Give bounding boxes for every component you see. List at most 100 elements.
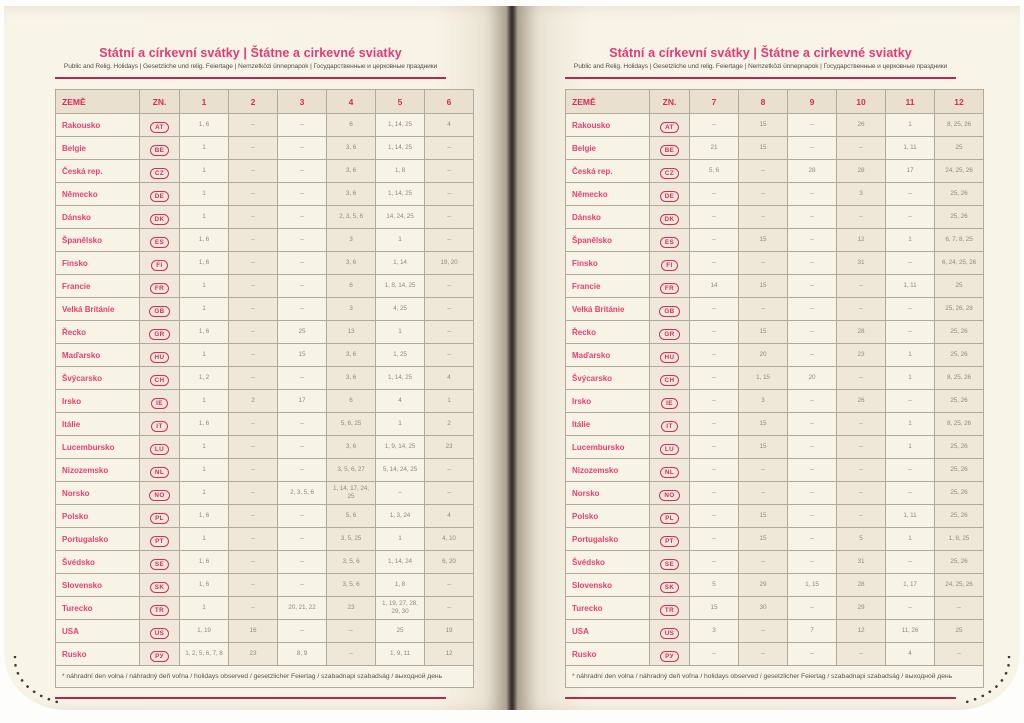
table-row: Polsko PL 1, 6– –5, 6 1, 3, 24 4: [55, 504, 474, 528]
table-row: Švédsko SE 1, 6– –3, 5, 6 1, 14, 24 6, 20: [55, 550, 474, 574]
holiday-days-cell: –: [689, 504, 739, 528]
country-code-cell: РУ: [649, 642, 690, 666]
country-code-badge: TR: [149, 605, 170, 616]
holiday-days-cell: 3: [689, 619, 739, 643]
holiday-days-cell: 1: [179, 435, 229, 459]
holiday-days-cell: 1, 15: [738, 366, 788, 390]
country-name: Švýcarsko: [565, 366, 650, 390]
page-subtitle: Public and Relig. Holidays | Gesetzliche…: [63, 63, 438, 70]
table-row: Irsko IE 1 2 17 6 4 1: [55, 389, 474, 413]
holiday-days-cell: 3, 6: [326, 182, 376, 206]
holiday-days-cell: 1, 14, 25: [375, 136, 425, 160]
holiday-days-cell: 1, 11: [885, 274, 935, 298]
holiday-days-cell: –: [689, 182, 739, 206]
table-row: Turecko TR 15 30–29– –: [565, 596, 984, 620]
country-name: Rusko: [565, 642, 650, 666]
holiday-days-cell: –: [787, 458, 837, 482]
holiday-days-cell: 8, 25, 26: [934, 113, 984, 137]
holiday-days-cell: 8, 25, 26: [934, 366, 984, 390]
holiday-days-cell: 6: [326, 389, 376, 413]
country-code-badge: DE: [659, 191, 680, 202]
country-name: Portugalsko: [55, 527, 140, 551]
table-row: Španělsko ES 1, 6– –3 1–: [55, 228, 474, 252]
holiday-days-cell: –: [836, 297, 886, 321]
holiday-days-cell: 25, 26: [934, 458, 984, 482]
holiday-days-cell: 1, 19, 27, 28, 29, 30: [375, 596, 425, 620]
holiday-days-cell: –: [228, 159, 278, 183]
country-code-badge: ES: [659, 237, 680, 248]
holiday-days-cell: 1: [375, 412, 425, 436]
country-code-badge: FR: [149, 283, 170, 294]
country-code-badge: PL: [150, 513, 169, 524]
holiday-days-cell: 15: [738, 136, 788, 160]
holiday-days-cell: 28: [836, 320, 886, 344]
holiday-days-cell: –: [277, 619, 327, 643]
holiday-days-cell: 1, 14: [375, 251, 425, 275]
country-name: Švédsko: [565, 550, 650, 574]
table-row: Nizozemsko NL 1– –3, 5, 6, 27 5, 14, 24, 25–: [55, 458, 474, 482]
holiday-days-cell: –: [424, 343, 474, 367]
header-country: ZEMĚ: [565, 89, 650, 114]
holiday-days-cell: –: [787, 205, 837, 229]
holiday-days-cell: –: [228, 113, 278, 137]
holiday-days-cell: –: [277, 504, 327, 528]
title-rule: [55, 77, 446, 79]
holiday-days-cell: –: [277, 159, 327, 183]
page-title: Státní a církevní svátky | Štátne a cirk…: [99, 46, 402, 60]
holiday-days-cell: –: [424, 573, 474, 597]
country-code-cell: LU: [649, 435, 690, 459]
table-row: Lucembursko LU 1– –3, 6 1, 9, 14, 25 23: [55, 435, 474, 459]
holiday-days-cell: 2, 3, 5, 6: [326, 205, 376, 229]
holiday-days-cell: 6: [326, 274, 376, 298]
country-code-badge: FR: [659, 283, 680, 294]
holiday-days-cell: –: [277, 458, 327, 482]
country-name: Rakousko: [565, 113, 650, 137]
table-row: Portugalsko PT 1– –3, 5, 25 1 4, 10: [55, 527, 474, 551]
holiday-days-cell: –: [787, 435, 837, 459]
country-code-badge: AT: [150, 122, 169, 133]
country-code-badge: DK: [659, 214, 680, 225]
country-name: Lucembursko: [565, 435, 650, 459]
country-code-cell: PL: [649, 504, 690, 528]
holiday-days-cell: –: [228, 573, 278, 597]
perforation-arc-icon: [13, 656, 63, 705]
country-name: Řecko: [55, 320, 140, 344]
country-name: Irsko: [565, 389, 650, 413]
holiday-days-cell: 1: [179, 596, 229, 620]
country-name: Rakousko: [55, 113, 140, 137]
country-code-cell: DK: [139, 205, 180, 229]
country-code-badge: GB: [149, 306, 170, 317]
table-row: Lucembursko LU –15– –1 25, 26: [565, 435, 984, 459]
country-code-badge: ES: [149, 237, 170, 248]
table-row: Slovensko SK 1, 6– –3, 5, 6 1, 8–: [55, 573, 474, 597]
holiday-days-cell: 6, 24, 25, 26: [934, 251, 984, 275]
holiday-days-cell: –: [326, 642, 376, 666]
country-code-cell: IT: [649, 412, 690, 436]
holiday-days-cell: 25, 26: [934, 389, 984, 413]
country-code-cell: FI: [139, 251, 180, 275]
table-row: Itálie IT –15– –1 8, 25, 26: [565, 412, 984, 436]
country-code-badge: SK: [149, 582, 170, 593]
table-row: Portugalsko PT –15–5 1 1, 8, 25: [565, 527, 984, 551]
table-row: Rusko РУ – – – –4–: [565, 642, 984, 666]
country-code-cell: FR: [139, 274, 180, 298]
holiday-days-cell: –: [787, 642, 837, 666]
footnote-text: * náhradní den volna / náhradný deň voľn…: [565, 665, 984, 688]
table-row: Velká Británie GB – – – – –25, 26, 28: [565, 297, 984, 321]
holiday-table-right: ZEMĚ ZN. 7 8 9 10 11 12 Rakousko AT –15–26 1 8, 25, …: [565, 89, 984, 688]
country-name: Belgie: [565, 136, 650, 160]
country-code-cell: SE: [139, 550, 180, 574]
holiday-days-cell: 15: [738, 527, 788, 551]
table-row: Česká rep. CZ 1– –3, 6 1, 8–: [55, 159, 474, 183]
table-row: Dánsko DK – – – – –25, 26: [565, 205, 984, 229]
holiday-days-cell: 1, 6: [179, 573, 229, 597]
country-code-cell: NL: [649, 458, 690, 482]
holiday-days-cell: –: [326, 619, 376, 643]
country-code-cell: PL: [139, 504, 180, 528]
holiday-days-cell: 1, 2, 5, 6, 7, 8: [179, 642, 229, 666]
country-name: Finsko: [55, 251, 140, 275]
country-code-cell: ES: [139, 228, 180, 252]
country-code-cell: SK: [649, 573, 690, 597]
holiday-days-cell: 11, 26: [885, 619, 935, 643]
